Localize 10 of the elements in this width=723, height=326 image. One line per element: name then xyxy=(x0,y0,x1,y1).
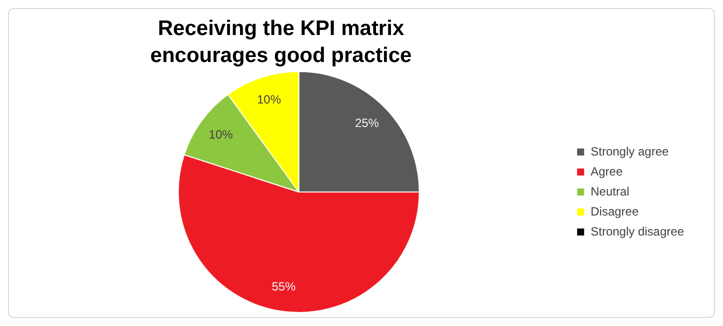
legend-label: Strongly disagree xyxy=(590,224,684,238)
legend-label: Disagree xyxy=(590,204,639,218)
data-label: 10% xyxy=(257,92,282,107)
legend-label: Agree xyxy=(590,164,623,178)
legend-label: Neutral xyxy=(590,184,630,198)
data-label: 55% xyxy=(272,280,296,294)
data-label: 25% xyxy=(354,116,380,130)
data-label: 10% xyxy=(208,128,234,142)
legend-label: Strongly agree xyxy=(590,144,669,158)
chart-title: Receiving the KPI matrix encourages good practice xyxy=(149,16,413,69)
